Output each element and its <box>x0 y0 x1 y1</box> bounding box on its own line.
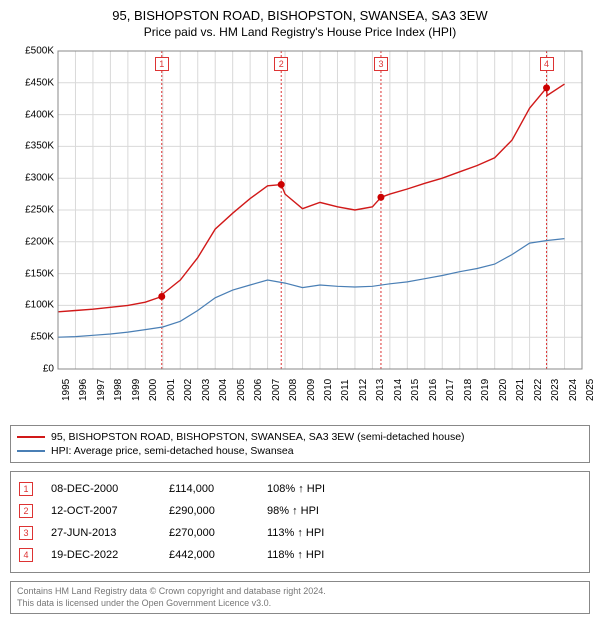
x-tick-label: 2021 <box>515 379 526 401</box>
x-tick-label: 2001 <box>166 379 177 401</box>
x-tick-label: 2014 <box>393 379 404 401</box>
y-tick-label: £350K <box>10 141 54 152</box>
sales-table: 1 08-DEC-2000 £114,000 108% ↑ HPI 2 12-OCT-20… <box>10 471 590 573</box>
x-tick-label: 2003 <box>201 379 212 401</box>
x-tick-label: 2015 <box>410 379 421 401</box>
legend-label: HPI: Average price, semi-detached house,… <box>51 445 294 457</box>
x-tick-label: 2025 <box>585 379 596 401</box>
sale-price: £290,000 <box>169 505 249 517</box>
y-tick-label: £50K <box>10 332 54 343</box>
sale-row: 2 12-OCT-2007 £290,000 98% ↑ HPI <box>19 500 581 522</box>
sale-marker-label: 2 <box>274 57 288 71</box>
chart-subtitle: Price paid vs. HM Land Registry's House … <box>10 25 590 39</box>
sale-index: 4 <box>19 548 33 562</box>
x-tick-label: 2024 <box>568 379 579 401</box>
x-tick-label: 2016 <box>428 379 439 401</box>
x-tick-label: 2009 <box>306 379 317 401</box>
footer: Contains HM Land Registry data © Crown c… <box>10 581 590 614</box>
sale-pct: 98% ↑ HPI <box>267 505 357 517</box>
y-tick-label: £200K <box>10 236 54 247</box>
footer-line2: This data is licensed under the Open Gov… <box>17 598 583 610</box>
legend-label: 95, BISHOPSTON ROAD, BISHOPSTON, SWANSEA… <box>51 431 465 443</box>
x-tick-label: 1998 <box>113 379 124 401</box>
x-tick-label: 2004 <box>218 379 229 401</box>
sale-row: 4 19-DEC-2022 £442,000 118% ↑ HPI <box>19 544 581 566</box>
legend: 95, BISHOPSTON ROAD, BISHOPSTON, SWANSEA… <box>10 425 590 463</box>
sale-pct: 118% ↑ HPI <box>267 549 357 561</box>
y-tick-label: £150K <box>10 268 54 279</box>
x-tick-label: 1995 <box>61 379 72 401</box>
sale-date: 27-JUN-2013 <box>51 527 151 539</box>
y-tick-label: £0 <box>10 364 54 375</box>
x-tick-label: 2007 <box>271 379 282 401</box>
legend-swatch <box>17 450 45 452</box>
legend-swatch <box>17 436 45 438</box>
footer-line1: Contains HM Land Registry data © Crown c… <box>17 586 583 598</box>
page: 95, BISHOPSTON ROAD, BISHOPSTON, SWANSEA… <box>0 0 600 624</box>
y-tick-label: £250K <box>10 205 54 216</box>
sale-row: 3 27-JUN-2013 £270,000 113% ↑ HPI <box>19 522 581 544</box>
x-tick-label: 2019 <box>480 379 491 401</box>
y-tick-label: £300K <box>10 173 54 184</box>
sale-marker-label: 4 <box>540 57 554 71</box>
sale-price: £270,000 <box>169 527 249 539</box>
x-tick-label: 1996 <box>78 379 89 401</box>
legend-item: HPI: Average price, semi-detached house,… <box>17 444 583 458</box>
x-tick-label: 2018 <box>463 379 474 401</box>
x-tick-label: 1997 <box>96 379 107 401</box>
chart-svg <box>10 45 588 415</box>
sale-index: 2 <box>19 504 33 518</box>
x-tick-label: 2013 <box>375 379 386 401</box>
x-tick-label: 2006 <box>253 379 264 401</box>
sale-pct: 108% ↑ HPI <box>267 483 357 495</box>
y-tick-label: £500K <box>10 46 54 57</box>
x-tick-label: 2023 <box>550 379 561 401</box>
sale-marker-label: 1 <box>155 57 169 71</box>
chart-title: 95, BISHOPSTON ROAD, BISHOPSTON, SWANSEA… <box>10 8 590 23</box>
y-tick-label: £450K <box>10 77 54 88</box>
x-tick-label: 2012 <box>358 379 369 401</box>
x-tick-label: 2011 <box>340 379 351 401</box>
sale-index: 3 <box>19 526 33 540</box>
y-tick-label: £100K <box>10 300 54 311</box>
chart: £0 £50K £100K £150K £200K £250K £300K £350K £400… <box>10 45 588 415</box>
x-tick-label: 2002 <box>183 379 194 401</box>
sale-date: 19-DEC-2022 <box>51 549 151 561</box>
y-tick-label: £400K <box>10 109 54 120</box>
x-tick-label: 2017 <box>445 379 456 401</box>
x-tick-label: 2010 <box>323 379 334 401</box>
x-tick-label: 1999 <box>131 379 142 401</box>
sale-date: 12-OCT-2007 <box>51 505 151 517</box>
legend-item: 95, BISHOPSTON ROAD, BISHOPSTON, SWANSEA… <box>17 430 583 444</box>
x-tick-label: 2000 <box>148 379 159 401</box>
sale-marker-label: 3 <box>374 57 388 71</box>
sale-row: 1 08-DEC-2000 £114,000 108% ↑ HPI <box>19 478 581 500</box>
sale-price: £442,000 <box>169 549 249 561</box>
sale-index: 1 <box>19 482 33 496</box>
x-tick-label: 2022 <box>533 379 544 401</box>
sale-date: 08-DEC-2000 <box>51 483 151 495</box>
x-tick-label: 2020 <box>498 379 509 401</box>
sale-pct: 113% ↑ HPI <box>267 527 357 539</box>
x-tick-label: 2005 <box>236 379 247 401</box>
sale-price: £114,000 <box>169 483 249 495</box>
x-tick-label: 2008 <box>288 379 299 401</box>
